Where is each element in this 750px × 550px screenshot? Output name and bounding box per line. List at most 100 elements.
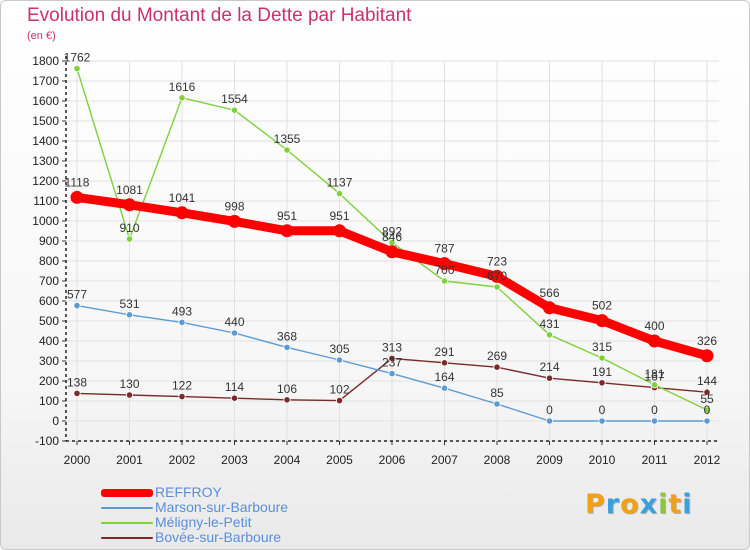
x-tick-label: 2009 — [536, 453, 563, 467]
data-point — [73, 301, 81, 310]
x-tick-label: 2007 — [431, 453, 458, 467]
data-point — [490, 269, 504, 283]
legend-swatch — [101, 489, 153, 497]
data-point — [545, 331, 554, 339]
data-label: 269 — [487, 349, 507, 363]
data-label: 951 — [277, 209, 297, 223]
data-label: 106 — [277, 382, 297, 396]
data-label: 368 — [277, 329, 297, 343]
data-label: 313 — [382, 340, 402, 354]
data-point — [703, 417, 711, 425]
y-tick-label: 700 — [39, 274, 59, 288]
data-point — [598, 354, 606, 362]
x-tick-label: 2011 — [642, 453, 668, 467]
data-label: 144 — [697, 374, 717, 388]
data-point — [230, 394, 239, 402]
data-point — [125, 235, 134, 243]
y-tick-label: 200 — [39, 374, 59, 388]
data-point — [125, 391, 134, 399]
y-tick-label: 900 — [39, 234, 59, 248]
y-tick-label: 300 — [39, 354, 59, 368]
data-point — [283, 396, 291, 404]
data-label: 846 — [382, 230, 402, 244]
data-label: 431 — [539, 317, 559, 331]
axes: -100010020030040050060070080090010001100… — [32, 54, 720, 467]
data-point — [493, 283, 501, 291]
data-labels: 138 130 122 114 106 102 313 291 269 214 191 167 144 5… — [64, 51, 718, 417]
data-label: 1616 — [169, 80, 196, 94]
data-label: 138 — [67, 375, 87, 389]
legend-label: REFFROY — [155, 484, 222, 500]
data-label: 130 — [119, 377, 139, 391]
x-tick-label: 2003 — [221, 453, 248, 467]
data-point — [700, 349, 714, 363]
x-tick-label: 2010 — [589, 453, 616, 467]
y-tick-label: 1200 — [32, 174, 59, 188]
data-point — [598, 379, 606, 387]
legend-swatch — [101, 522, 153, 524]
data-label: 214 — [539, 360, 559, 374]
y-tick-label: 1700 — [32, 74, 59, 88]
legend-label: Méligny-le-Petit — [155, 514, 252, 530]
data-point — [648, 334, 661, 348]
data-point — [335, 356, 344, 364]
data-point — [70, 190, 84, 204]
data-point — [175, 206, 189, 220]
data-label: 1041 — [169, 191, 196, 205]
data-point — [703, 406, 711, 414]
unit-label: (en €) — [27, 30, 56, 42]
logo-letter: i — [658, 489, 669, 520]
data-label: 951 — [329, 209, 349, 223]
x-tick-label: 2012 — [694, 453, 721, 467]
data-point — [388, 369, 396, 378]
chart-title: Evolution du Montant de la Dette par Hab… — [27, 5, 412, 26]
x-tick-label: 2008 — [484, 453, 511, 467]
y-tick-label: 1500 — [32, 114, 59, 128]
data-label: 1355 — [274, 132, 301, 146]
y-tick-label: 100 — [39, 394, 59, 408]
data-label: 305 — [329, 342, 349, 356]
logo-letter: x — [639, 489, 659, 520]
data-label: 0 — [599, 403, 606, 417]
y-tick-label: 1000 — [32, 214, 59, 228]
data-label: 1554 — [221, 92, 248, 106]
x-tick-label: 2000 — [64, 453, 91, 467]
logo-letter: P — [585, 489, 606, 520]
data-label: 787 — [434, 242, 454, 256]
x-tick-label: 2006 — [379, 453, 406, 467]
data-label: 291 — [434, 345, 454, 359]
data-label: 85 — [490, 386, 504, 400]
data-point — [123, 198, 136, 212]
series-points — [70, 65, 714, 425]
logo-letter: i — [682, 489, 693, 520]
data-point — [440, 359, 449, 367]
data-label: 670 — [487, 269, 507, 283]
data-label: 400 — [644, 319, 664, 333]
data-label: 1762 — [64, 51, 91, 65]
y-tick-label: 1400 — [32, 134, 59, 148]
data-point — [703, 388, 711, 396]
logo-letter: r — [605, 489, 621, 520]
data-label: 566 — [539, 286, 559, 300]
data-point — [230, 106, 239, 114]
y-tick-label: 800 — [39, 254, 59, 268]
data-point — [228, 214, 241, 228]
data-point — [545, 374, 554, 382]
data-point — [493, 400, 501, 408]
data-point — [335, 190, 344, 198]
data-label: 502 — [592, 299, 612, 313]
data-label: 0 — [651, 403, 658, 417]
data-label: 892 — [382, 225, 402, 239]
proxiti-logo: Proxiti — [585, 489, 693, 520]
data-label: 998 — [224, 199, 244, 213]
legend-swatch — [101, 537, 153, 539]
data-label: 181 — [644, 367, 664, 381]
data-point — [178, 94, 186, 102]
data-label: 0 — [546, 403, 553, 417]
data-label: 910 — [119, 221, 139, 235]
data-label: 237 — [382, 356, 402, 370]
y-tick-label: -100 — [35, 434, 59, 448]
data-point — [178, 392, 186, 401]
data-point — [385, 245, 399, 259]
